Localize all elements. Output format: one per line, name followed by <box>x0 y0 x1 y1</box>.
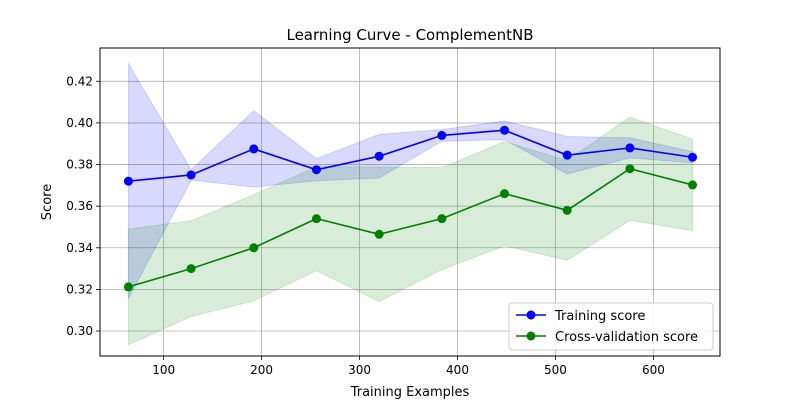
x-axis-label: Training Examples <box>350 385 470 400</box>
point-cross-validation <box>625 164 635 174</box>
y-tick-label: 0.32 <box>66 282 93 296</box>
series-lines <box>128 129 693 288</box>
plot-frame <box>99 47 721 357</box>
legend-marker-cross-validation <box>526 331 536 341</box>
point-cross-validation <box>123 282 133 292</box>
y-tick-label: 0.38 <box>66 158 93 172</box>
point-training <box>249 144 259 154</box>
x-tick-label: 500 <box>544 363 567 377</box>
y-tick-label: 0.30 <box>66 324 93 338</box>
point-cross-validation <box>186 264 196 274</box>
point-training <box>123 176 133 186</box>
y-tick-label: 0.40 <box>66 116 93 130</box>
series-markers <box>123 125 698 292</box>
confidence-bands <box>127 61 694 346</box>
point-cross-validation <box>311 214 321 224</box>
x-tick-label: 200 <box>250 363 273 377</box>
x-tick-label: 300 <box>348 363 371 377</box>
point-training <box>625 143 635 153</box>
x-tick-label: 400 <box>446 363 469 377</box>
point-training <box>311 165 321 175</box>
line-training <box>128 129 693 182</box>
x-axis-ticks: 100 200 300 400 500 600 <box>152 356 665 377</box>
band-training <box>127 61 694 300</box>
y-axis-label: Score <box>40 184 55 220</box>
y-axis-ticks: 0.30 0.32 0.34 0.36 0.38 0.40 0.42 <box>66 74 100 338</box>
chart-title: Learning Curve - ComplementNB <box>286 26 533 44</box>
point-cross-validation <box>374 229 384 239</box>
line-cross-validation <box>128 167 693 288</box>
point-training <box>437 130 447 140</box>
point-cross-validation <box>688 180 698 190</box>
point-training <box>374 151 384 161</box>
legend-box <box>508 302 714 351</box>
point-cross-validation <box>249 243 259 253</box>
y-tick-label: 0.36 <box>66 199 93 213</box>
legend-label-training: Training score <box>554 309 645 324</box>
point-cross-validation <box>562 205 572 215</box>
point-training <box>500 125 510 135</box>
x-tick-label: 600 <box>642 363 665 377</box>
legend: Training score Cross-validation score <box>508 302 714 351</box>
point-cross-validation <box>437 214 447 224</box>
legend-marker-training <box>526 310 536 320</box>
point-cross-validation <box>500 189 510 199</box>
y-tick-label: 0.34 <box>66 241 93 255</box>
point-training <box>688 152 698 162</box>
point-training <box>562 150 572 160</box>
point-training <box>186 170 196 180</box>
y-tick-label: 0.42 <box>66 74 93 88</box>
band-cross-validation <box>127 116 694 346</box>
x-tick-label: 100 <box>152 363 175 377</box>
legend-label-cross-validation: Cross-validation score <box>555 330 698 345</box>
